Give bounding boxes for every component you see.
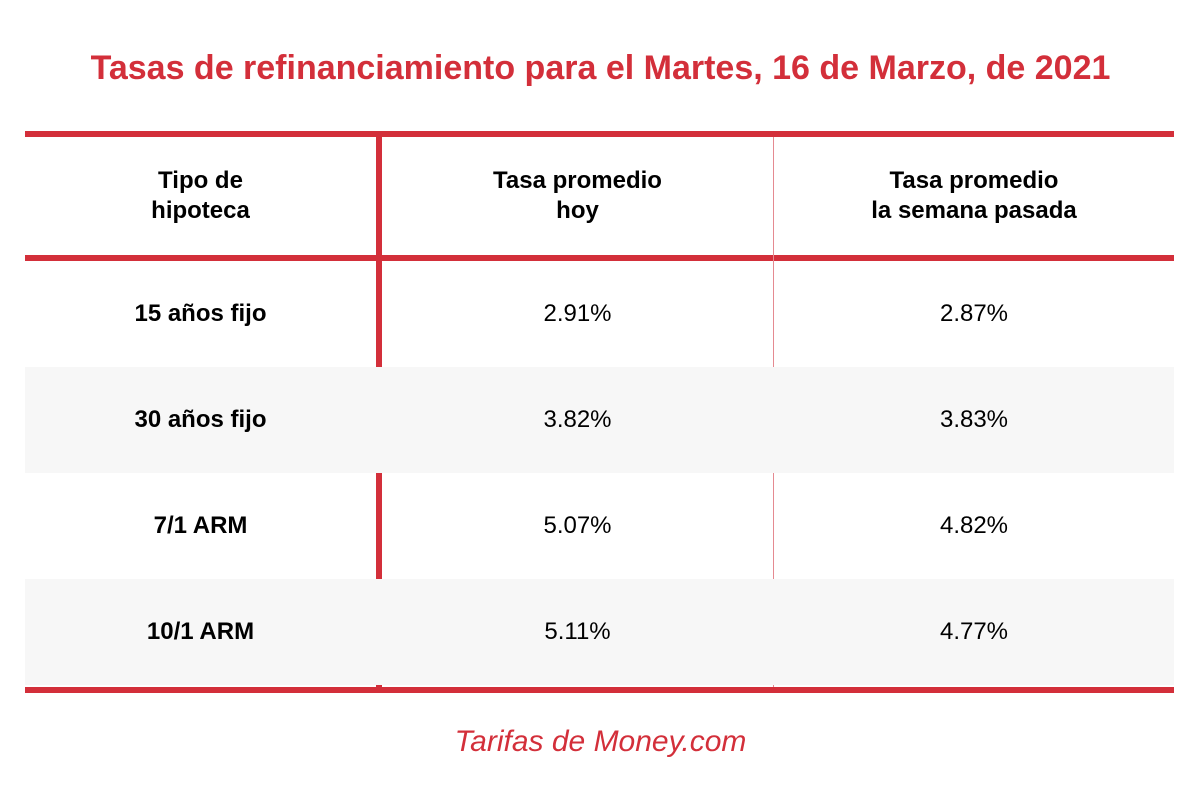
- table-row: 15 años fijo 2.91% 2.87%: [25, 261, 1174, 367]
- rate-last-week-cell: 3.83%: [939, 406, 1009, 433]
- table-top-border: [25, 131, 1174, 137]
- rate-today-cell: 2.91%: [543, 300, 612, 327]
- table-header-row: Tipo de hipoteca Tasa promedio hoy Tasa …: [25, 137, 1174, 255]
- mortgage-type-cell: 7/1 ARM: [153, 512, 248, 539]
- mortgage-type-cell: 10/1 ARM: [146, 618, 255, 645]
- header-bottom-border: [25, 255, 1174, 261]
- mortgage-type-cell: 15 años fijo: [134, 300, 267, 327]
- rates-table: Tipo de hipoteca Tasa promedio hoy Tasa …: [25, 131, 1174, 694]
- header-label: Tasa promedio la semana pasada: [871, 167, 1077, 224]
- header-cell-mortgage-type: Tipo de hipoteca: [25, 137, 376, 255]
- table-body: 15 años fijo 2.91% 2.87% 30 años fijo 3.…: [25, 261, 1174, 687]
- source-credit: Tarifas de Money.com: [454, 725, 747, 758]
- table-row: 10/1 ARM 5.11% 4.77%: [25, 579, 1174, 685]
- rate-today-cell: 3.82%: [543, 406, 612, 433]
- table-title: Tasas de refinanciamiento para el Martes…: [90, 49, 1111, 87]
- header-cell-rate-today: Tasa promedio hoy: [382, 137, 773, 255]
- rate-today-cell: 5.07%: [543, 512, 612, 539]
- rate-today-cell: 5.11%: [544, 618, 611, 645]
- table-bottom-border: [25, 687, 1174, 693]
- rate-last-week-cell: 2.87%: [939, 300, 1009, 327]
- table-row: 7/1 ARM 5.07% 4.82%: [25, 473, 1174, 579]
- mortgage-type-cell: 30 años fijo: [134, 406, 267, 433]
- header-label: Tasa promedio hoy: [493, 167, 662, 224]
- header-label: Tipo de hipoteca: [151, 167, 250, 224]
- rate-last-week-cell: 4.82%: [939, 512, 1009, 539]
- header-cell-rate-last-week: Tasa promedio la semana pasada: [774, 137, 1174, 255]
- rate-last-week-cell: 4.77%: [939, 618, 1009, 645]
- table-row: 30 años fijo 3.82% 3.83%: [25, 367, 1174, 473]
